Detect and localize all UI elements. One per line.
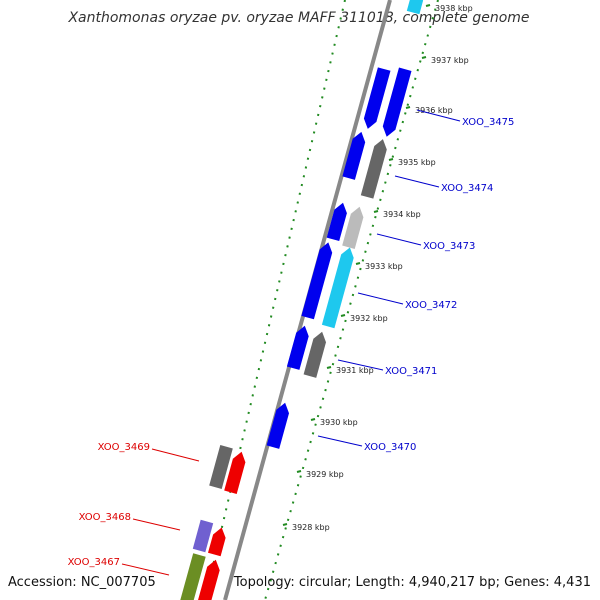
tick-mark: [373, 210, 379, 213]
label-leader-line: [376, 233, 422, 246]
accession-text: Accession: NC_007705: [8, 575, 156, 590]
label-leader-line: [121, 563, 170, 576]
gene-arrow: [286, 325, 309, 370]
gene-label-forward: XOO_3470: [364, 442, 416, 453]
gene-arrow: [406, 0, 424, 15]
tick-mark: [425, 4, 431, 7]
tick-mark: [282, 523, 288, 526]
gene-arrow: [321, 247, 354, 329]
tick-label: 3929 kbp: [306, 470, 344, 479]
gene-arrow: [266, 402, 289, 449]
gene-label-forward: XOO_3471: [385, 366, 437, 377]
gene-labels: XOO_3475 XOO_3474 XOO_3473 XOO_3472 XOO_3471…: [68, 109, 514, 576]
tick-marks: 3938 kbp 3937 kbp 3936 kbp 3935 kbp 3934 kbp…: [282, 4, 473, 532]
gene-arrow: [360, 139, 387, 199]
gene-features: [180, 0, 424, 600]
tick-label: 3932 kbp: [350, 314, 388, 323]
label-leader-line: [132, 518, 181, 531]
gene-label-forward: XOO_3473: [423, 241, 475, 252]
label-leader-line: [337, 359, 384, 371]
tick-mark: [326, 366, 332, 369]
gene-arrow: [209, 445, 233, 489]
label-leader-line: [394, 175, 440, 188]
label-leader-line: [357, 292, 404, 305]
gene-arrow: [342, 206, 364, 249]
tick-mark: [405, 106, 411, 109]
tick-label: 3930 kbp: [320, 418, 358, 427]
tick-mark: [355, 262, 361, 265]
gene-label-reverse: XOO_3469: [98, 442, 150, 453]
topology-text: Topology: circular; Length: 4,940,217 bp…: [233, 575, 591, 590]
gene-arrow: [208, 527, 226, 557]
tick-label: 3931 kbp: [336, 366, 374, 375]
tick-mark: [340, 314, 346, 317]
tick-label: 3935 kbp: [398, 158, 436, 167]
tick-mark: [296, 470, 302, 473]
inner-dotted-track: [204, 0, 346, 600]
gene-arrow: [224, 451, 246, 494]
gene-label-forward: XOO_3472: [405, 300, 457, 311]
gene-arrow: [180, 553, 206, 600]
gene-arrow: [342, 131, 366, 180]
tick-mark: [310, 418, 316, 421]
label-leader-line: [416, 109, 461, 122]
gene-label-reverse: XOO_3467: [68, 557, 120, 568]
gene-arrow: [382, 67, 412, 137]
tick-label: 3938 kbp: [435, 4, 473, 13]
tick-label: 3933 kbp: [365, 262, 403, 271]
gene-arrow: [192, 519, 214, 553]
gene-arrow: [301, 242, 333, 320]
tick-label: 3928 kbp: [292, 523, 330, 532]
map-title: Xanthomonas oryzae pv. oryzae MAFF 31101…: [67, 10, 529, 26]
gene-arrow: [363, 67, 391, 129]
tick-label: 3934 kbp: [383, 210, 421, 219]
label-leader-line: [151, 448, 200, 462]
tick-label: 3937 kbp: [431, 56, 469, 65]
gene-arrow: [198, 559, 220, 600]
gene-label-forward: XOO_3474: [441, 183, 493, 194]
tick-mark: [421, 56, 427, 59]
tick-mark: [388, 158, 394, 161]
gene-label-reverse: XOO_3468: [79, 512, 131, 523]
tick-label: 3936 kbp: [415, 106, 453, 115]
label-leader-line: [317, 435, 363, 447]
gene-arrow: [303, 331, 326, 378]
gene-label-forward: XOO_3475: [462, 117, 514, 128]
gene-arrow: [326, 202, 347, 241]
